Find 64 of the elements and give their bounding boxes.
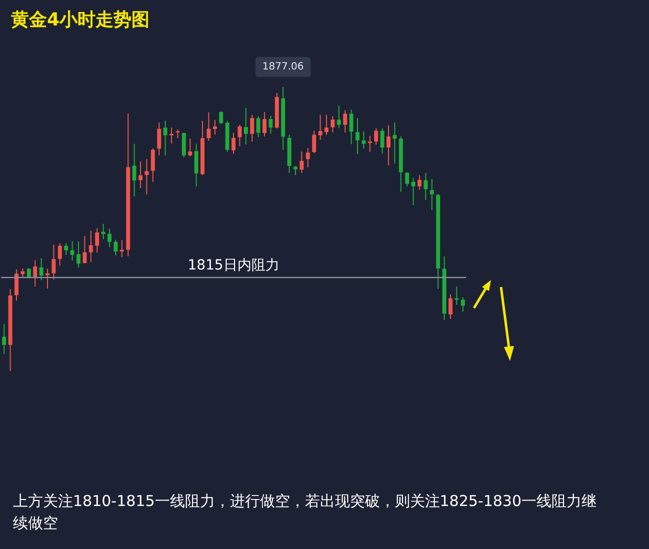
candlestick bbox=[250, 114, 254, 142]
candlestick bbox=[138, 160, 142, 189]
candlestick bbox=[386, 124, 390, 166]
candlestick bbox=[82, 236, 87, 264]
candlestick bbox=[300, 150, 304, 174]
candlestick bbox=[318, 114, 322, 140]
candlestick bbox=[88, 230, 93, 263]
candlestick bbox=[324, 114, 328, 136]
candlestick bbox=[256, 116, 260, 138]
candlestick bbox=[188, 138, 192, 157]
candlestick bbox=[39, 258, 44, 281]
candlestick bbox=[244, 108, 248, 146]
candlestick bbox=[212, 119, 217, 136]
candlestick bbox=[392, 122, 397, 164]
candlestick bbox=[182, 132, 186, 158]
candlestick bbox=[163, 120, 168, 156]
candlestick bbox=[448, 294, 452, 320]
candlestick bbox=[52, 244, 56, 280]
candlestick bbox=[194, 143, 198, 187]
candlestick bbox=[76, 240, 80, 268]
candlestick bbox=[114, 239, 118, 256]
candlestick bbox=[120, 240, 124, 258]
candlestick bbox=[356, 117, 360, 155]
candlestick bbox=[58, 242, 62, 266]
text: 上方关注1810-1815一线阻力，进行做空，若出现突破，则关注1825-1830一线阻力继续做空 bbox=[13, 492, 597, 532]
candlestick bbox=[343, 110, 348, 133]
candlestick bbox=[132, 143, 136, 197]
candlestick bbox=[14, 268, 18, 302]
candlestick bbox=[170, 127, 174, 144]
candlestick bbox=[330, 116, 335, 133]
candlestick bbox=[424, 172, 428, 200]
candlestick bbox=[268, 115, 273, 134]
annotation: 1877.06 bbox=[262, 61, 304, 72]
candlestick bbox=[2, 324, 6, 354]
candlestick bbox=[368, 135, 372, 152]
candlestick bbox=[70, 240, 74, 262]
candlestick bbox=[460, 296, 465, 312]
candlestick bbox=[262, 111, 266, 137]
candlestick bbox=[144, 158, 149, 195]
chart-title: 黄金4小时走势图 bbox=[10, 10, 150, 30]
candlestick bbox=[380, 128, 384, 154]
candlestick bbox=[219, 110, 224, 124]
candlestick bbox=[157, 122, 162, 156]
candlestick bbox=[312, 130, 316, 154]
candlestick bbox=[405, 172, 410, 187]
candlestick bbox=[95, 228, 100, 254]
candlestick bbox=[294, 165, 298, 176]
ref-line-label: 1815日内阻力 bbox=[188, 257, 280, 274]
candlestick bbox=[33, 260, 38, 288]
candlestick bbox=[336, 104, 341, 129]
candlestick bbox=[108, 228, 112, 248]
candlestick bbox=[232, 132, 236, 154]
candlestick bbox=[206, 112, 211, 142]
candlestick bbox=[418, 174, 422, 190]
candlestick bbox=[430, 178, 434, 211]
candlestick bbox=[306, 148, 310, 168]
candlestick bbox=[64, 242, 68, 256]
candlestick bbox=[150, 148, 155, 182]
candlestick bbox=[46, 268, 50, 290]
candlestick bbox=[411, 177, 416, 206]
candlestick bbox=[349, 109, 354, 145]
candlestick bbox=[238, 124, 242, 147]
candlestick bbox=[374, 128, 378, 146]
candlestick bbox=[362, 130, 366, 150]
